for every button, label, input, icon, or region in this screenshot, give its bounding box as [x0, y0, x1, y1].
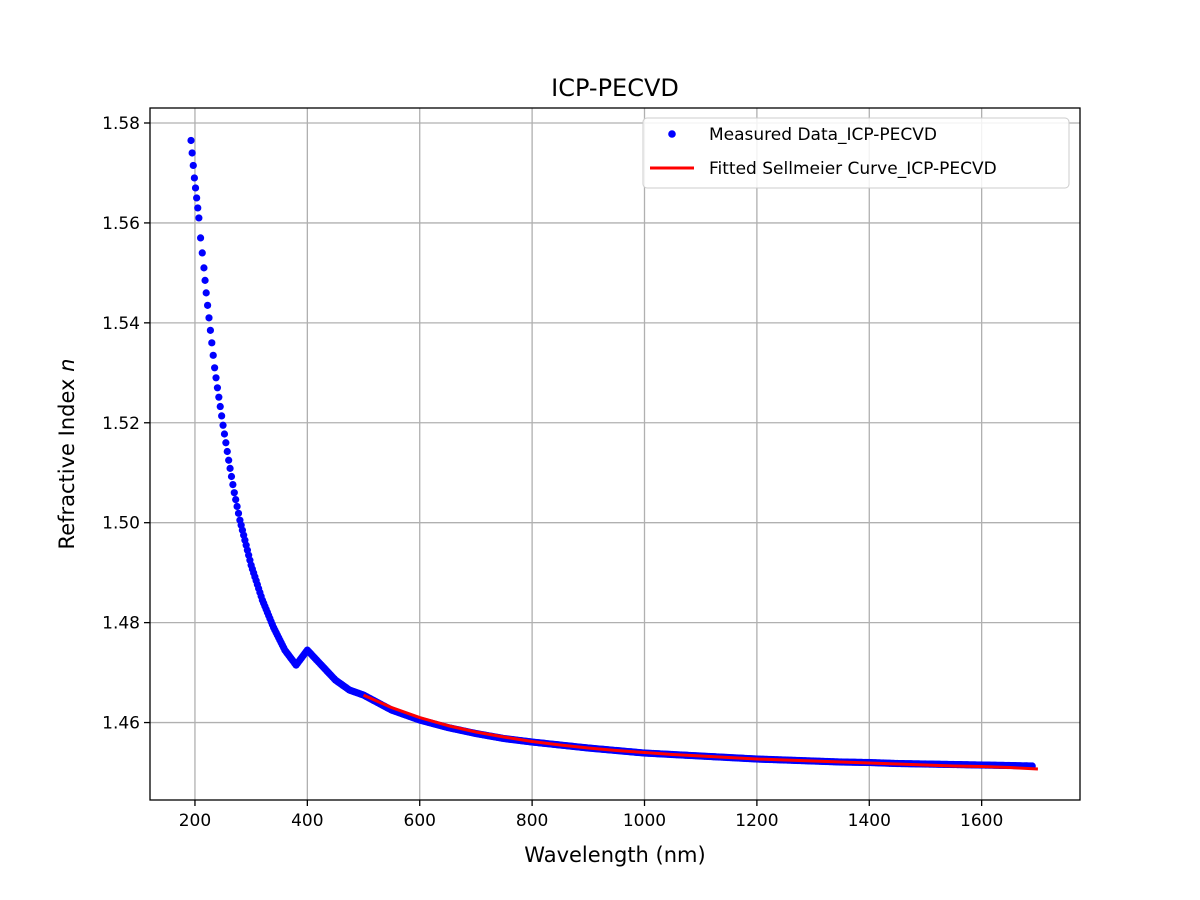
measured-data-point: [233, 502, 241, 511]
measured-data-point: [211, 364, 219, 372]
x-tick-label: 600: [404, 811, 436, 831]
measured-data-point: [193, 194, 201, 202]
measured-data-point: [212, 374, 220, 382]
measured-data-point: [234, 509, 243, 517]
measured-data-point: [201, 276, 209, 284]
measured-data-point: [229, 481, 237, 489]
y-axis-label: Refractive Index n: [55, 359, 79, 550]
grid-lines: [150, 108, 1080, 800]
y-axis-label-text: Refractive Index: [55, 372, 79, 550]
x-tick-label: 200: [179, 811, 211, 831]
x-tick-label: 400: [291, 811, 323, 831]
plot-frame: [149, 107, 1081, 801]
legend-box: [642, 117, 1070, 189]
y-tick-label: 1.48: [102, 614, 140, 634]
measured-data-point: [219, 421, 227, 429]
x-tick-label: 800: [516, 811, 548, 831]
measured-data-point: [189, 161, 197, 170]
measured-data-point: [208, 339, 216, 347]
measured-data-point: [218, 412, 226, 420]
y-tick-label: 1.46: [102, 714, 140, 734]
x-axis-label: Wavelength (nm): [524, 843, 705, 867]
measured-data-point: [216, 402, 224, 411]
x-axis-ticks: 200 400 600 800 1000 1200 1400 1600: [179, 800, 1003, 831]
measured-data-point: [195, 214, 203, 222]
series-fitted-curve: [362, 693, 1038, 771]
measured-data-point: [226, 464, 234, 472]
measured-data-point: [222, 439, 230, 447]
legend-label-fitted: Fitted Sellmeier Curve_ICP-PECVD: [709, 159, 997, 179]
x-tick-label: 1000: [623, 811, 666, 831]
measured-data-point: [215, 393, 223, 401]
y-axis-label-variable: n: [55, 359, 79, 372]
measured-data-point: [220, 430, 229, 438]
measured-data-point: [213, 384, 222, 392]
y-tick-label: 1.50: [102, 514, 140, 534]
measured-data-point: [206, 326, 215, 334]
x-tick-label: 1600: [960, 811, 1003, 831]
measured-data-point: [194, 204, 202, 212]
measured-data-point: [223, 447, 231, 456]
measured-data-point: [200, 264, 208, 272]
chart-title: ICP-PECVD: [551, 74, 679, 102]
y-tick-label: 1.58: [102, 114, 140, 134]
measured-data-point: [227, 472, 236, 481]
y-axis-ticks: 1.46 1.48 1.50 1.52 1.54 1.56 1.58: [102, 114, 150, 734]
x-tick-label: 1400: [848, 811, 891, 831]
measured-data-point: [187, 136, 195, 145]
measured-data-point: [205, 314, 213, 322]
measured-data-point: [209, 351, 217, 359]
y-tick-label: 1.56: [102, 214, 140, 234]
legend-marker-measured: [668, 130, 676, 138]
measured-data-point: [188, 149, 196, 157]
y-tick-label: 1.52: [102, 414, 140, 434]
measured-data-point: [191, 184, 200, 192]
legend: Measured Data_ICP-PECVD Fitted Sellmeier…: [642, 117, 1070, 189]
x-tick-label: 1200: [735, 811, 778, 831]
measured-data-point: [232, 495, 240, 504]
y-tick-label: 1.54: [102, 314, 140, 334]
legend-label-measured: Measured Data_ICP-PECVD: [709, 125, 937, 145]
measured-data-point: [202, 289, 210, 297]
measured-data-point: [190, 174, 198, 182]
measured-data-point: [198, 249, 206, 257]
plot-area: [187, 136, 1038, 771]
measured-data-point: [230, 489, 238, 497]
measured-data-point: [203, 301, 212, 309]
measured-data-point: [196, 234, 205, 242]
measured-data-point: [225, 456, 233, 464]
